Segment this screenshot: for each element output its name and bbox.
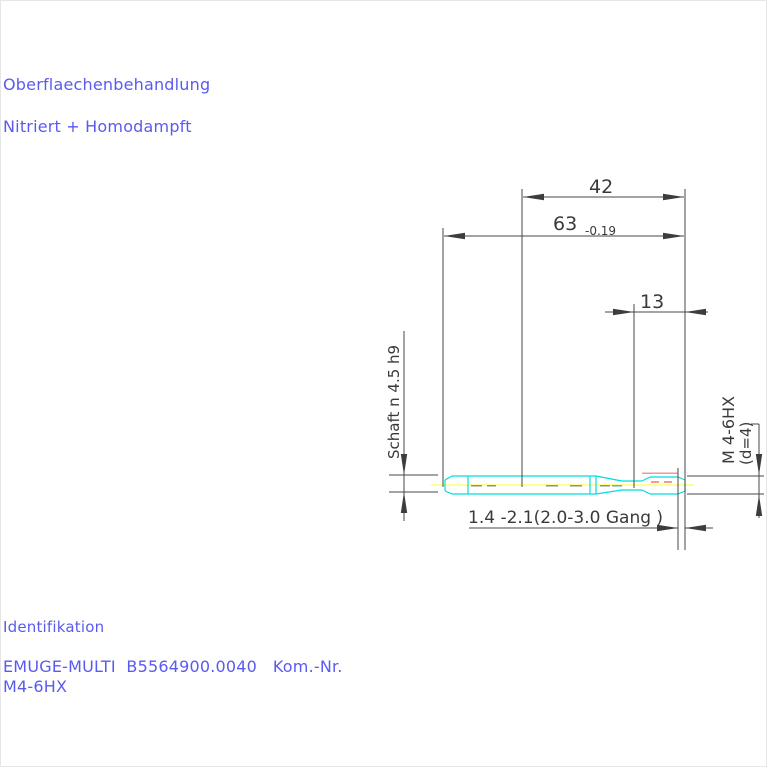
surface-treatment-title: Oberflaechenbehandlung (3, 75, 211, 94)
centerline (431, 481, 694, 487)
dim-42-label: 42 (589, 176, 614, 198)
shaft-diameter-label: Schaft n 4.5 h9 (385, 344, 403, 459)
part-outline (444, 475, 686, 495)
dimension-lines (389, 189, 764, 550)
dim-13-label: 13 (640, 291, 665, 313)
surface-treatment-value: Nitriert + Homodampft (3, 117, 192, 136)
identification-title: Identifikation (3, 618, 105, 636)
identification-type-line: M4-6HX (3, 677, 68, 696)
dimension-arrowheads (400, 193, 763, 532)
thread-diameter-label: (d=4) (737, 421, 755, 465)
dim-63-tolerance: -0.19 (585, 224, 617, 238)
dim-63-label: 63 (553, 213, 578, 235)
thread-size-label: M 4-6HX (719, 395, 738, 464)
dim-chamfer-label: 1.4 -2.1(2.0-3.0 Gang ) (468, 508, 664, 528)
identification-order-line: EMUGE-MULTI B5564900.0040 Kom.-Nr. (3, 657, 343, 676)
